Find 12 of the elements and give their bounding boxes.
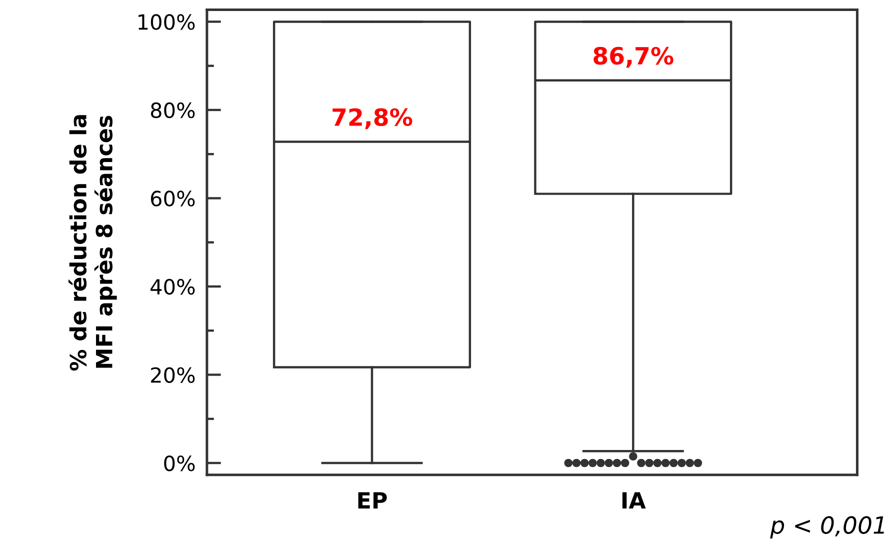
x-tick-label: EP bbox=[358, 492, 387, 508]
x-tick-label: IA bbox=[622, 492, 646, 508]
y-tick-label: 0% bbox=[164, 455, 195, 472]
y-tick-label: 20% bbox=[151, 367, 195, 383]
y-tick-label: 40% bbox=[150, 278, 195, 295]
annotation: 86,7% bbox=[594, 46, 674, 68]
y-tick-label: 100% bbox=[138, 14, 195, 30]
y-axis-title: % de réduction de la MFI après 8 séances bbox=[68, 115, 117, 371]
text: p < 0,001 bbox=[770, 516, 884, 539]
y-tick-label: 80% bbox=[150, 102, 195, 118]
y-tick-label: 60% bbox=[150, 190, 195, 206]
annotation: 72,8% bbox=[332, 108, 412, 130]
